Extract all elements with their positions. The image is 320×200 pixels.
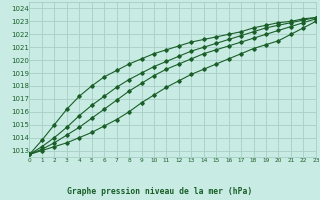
- Text: Graphe pression niveau de la mer (hPa): Graphe pression niveau de la mer (hPa): [68, 187, 252, 196]
